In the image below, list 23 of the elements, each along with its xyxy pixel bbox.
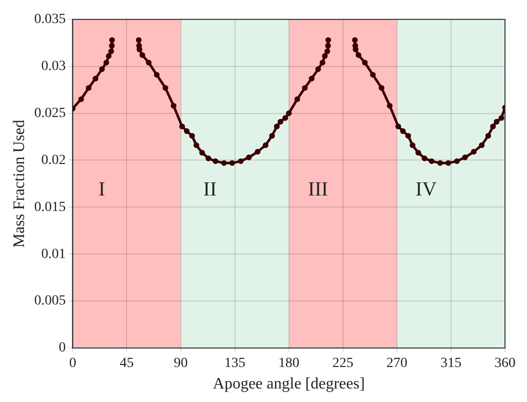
y-tick-label: 0.025: [34, 106, 66, 121]
y-tick-label: 0: [58, 340, 66, 356]
band-label: II: [203, 178, 217, 201]
y-tick-label: 0.035: [34, 12, 66, 28]
y-tick-label: 0.01: [41, 246, 66, 262]
x-tick-label: 180: [278, 356, 300, 372]
x-tick-label: 45: [120, 356, 134, 372]
y-tick-label: 0.02: [41, 152, 66, 168]
x-tick-label: 135: [224, 356, 246, 372]
x-tick-label: 315: [440, 356, 462, 372]
band-label: III: [308, 178, 328, 201]
band-label: IV: [416, 178, 438, 201]
x-tick-label: 360: [494, 356, 516, 372]
x-tick-label: 90: [174, 356, 188, 372]
band-label: I: [98, 178, 106, 201]
x-tick-label: 270: [386, 356, 408, 372]
y-tick-label: 0.015: [34, 200, 66, 215]
x-axis-title: Apogee angle [degrees]: [212, 376, 365, 393]
y-tick-label: 0.005: [34, 294, 66, 309]
y-axis-title: Mass Fraction Used: [10, 120, 28, 248]
x-tick-label: 0: [69, 356, 76, 372]
y-tick-label: 0.03: [41, 59, 66, 74]
x-tick-label: 225: [332, 356, 354, 372]
